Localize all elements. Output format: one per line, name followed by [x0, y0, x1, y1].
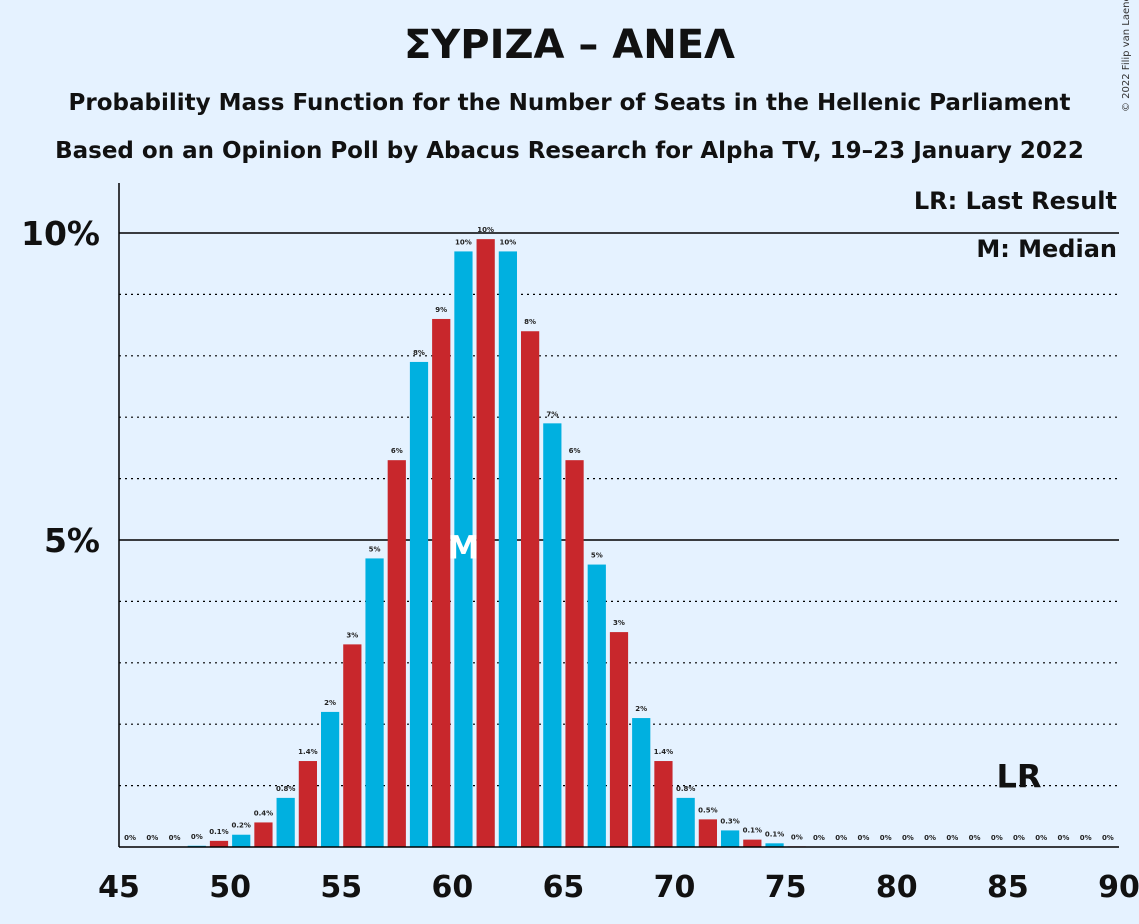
value-label-78: 0%	[835, 834, 847, 842]
bar-60	[432, 318, 451, 848]
bars	[187, 239, 806, 848]
value-label-51: 0.2%	[232, 822, 251, 830]
bar-53	[276, 797, 295, 847]
x-tick-label-65: 65	[543, 870, 585, 905]
value-label-58: 6%	[391, 447, 403, 455]
x-tick-label-60: 60	[431, 870, 473, 905]
x-tick-label-80: 80	[876, 870, 918, 905]
value-label-73: 0.3%	[720, 817, 739, 825]
value-label-74: 0.1%	[743, 827, 762, 835]
bar-59	[409, 361, 429, 847]
y-tick-label-10: 10%	[21, 214, 100, 253]
value-label-75: 0.1%	[765, 830, 784, 838]
bar-56	[343, 644, 362, 847]
value-label-56: 3%	[346, 631, 358, 639]
bar-67	[587, 564, 606, 847]
bar-63	[498, 251, 517, 848]
chart-subtitle-1: Probability Mass Function for the Number…	[68, 90, 1071, 116]
bar-69	[632, 718, 651, 847]
value-label-76: 0%	[791, 833, 803, 841]
value-label-68: 3%	[613, 619, 625, 627]
x-tick-label-75: 75	[765, 870, 807, 905]
bar-57	[365, 558, 384, 847]
x-tick-label-90: 90	[1098, 870, 1139, 905]
value-label-47: 0%	[146, 834, 158, 842]
value-label-63: 10%	[500, 238, 517, 246]
value-label-87: 0%	[1035, 834, 1047, 842]
x-tick-label-55: 55	[320, 870, 362, 905]
value-label-69: 2%	[635, 705, 647, 713]
value-label-50: 0.1%	[209, 828, 228, 836]
chart-subtitle-2: Based on an Opinion Poll by Abacus Resea…	[55, 138, 1084, 164]
value-label-59: 8%	[413, 349, 425, 357]
value-label-54: 1.4%	[298, 748, 317, 756]
bar-71	[676, 797, 695, 847]
value-label-86: 0%	[1013, 834, 1025, 842]
chart-title: ΣΥΡΙΖΑ – ΑΝΕΛ	[403, 22, 735, 68]
value-label-84: 0%	[969, 834, 981, 842]
value-label-48: 0%	[169, 834, 181, 842]
last-result-marker: LR	[996, 758, 1041, 796]
value-label-81: 0%	[902, 834, 914, 842]
value-label-67: 5%	[591, 552, 603, 560]
y-tick-label-5: 5%	[44, 521, 100, 560]
bar-61	[454, 251, 473, 848]
legend-last-result: LR: Last Result	[914, 187, 1117, 215]
value-label-52: 0.4%	[254, 809, 273, 817]
axes: 45 50 55 60 65 70 75 80 85 90 5% 10%	[21, 183, 1139, 905]
median-marker: M	[448, 528, 480, 566]
value-label-72: 0.5%	[698, 806, 717, 814]
bar-70	[654, 761, 673, 847]
value-label-61: 10%	[455, 238, 472, 246]
value-label-71: 0.8%	[676, 785, 695, 793]
value-label-57: 5%	[369, 545, 381, 553]
value-label-70: 1.4%	[654, 748, 673, 756]
value-label-85: 0%	[991, 834, 1003, 842]
value-label-83: 0%	[946, 834, 958, 842]
legend-median: M: Median	[976, 235, 1117, 263]
value-label-77: 0%	[813, 834, 825, 842]
bar-58	[387, 460, 406, 847]
bar-65	[543, 423, 562, 847]
value-label-65: 7%	[546, 410, 558, 418]
bar-54	[298, 761, 317, 847]
value-label-62: 10%	[477, 226, 494, 234]
value-label-90: 0%	[1102, 834, 1114, 842]
value-label-60: 9%	[435, 306, 447, 314]
bar-66	[565, 460, 584, 847]
bar-74	[743, 839, 762, 847]
value-label-46: 0%	[124, 834, 136, 842]
bar-51	[232, 834, 251, 847]
x-tick-label-85: 85	[987, 870, 1029, 905]
x-tick-label-50: 50	[209, 870, 251, 905]
value-label-82: 0%	[924, 834, 936, 842]
bar-55	[321, 711, 340, 847]
value-label-49: 0%	[191, 833, 203, 841]
bar-62	[476, 239, 495, 847]
bar-75	[765, 843, 784, 847]
value-label-66: 6%	[569, 447, 581, 455]
value-label-64: 8%	[524, 318, 536, 326]
x-tick-label-45: 45	[98, 870, 140, 905]
bar-64	[521, 331, 540, 847]
bar-73	[721, 830, 740, 847]
bar-52	[254, 822, 273, 847]
bar-50	[209, 840, 229, 847]
value-label-53: 0.8%	[276, 785, 295, 793]
value-label-79: 0%	[857, 834, 869, 842]
bar-68	[609, 632, 629, 847]
value-labels: 0% 0% 0% 0% 0.1% 0.2%0.4% 0.8% 1.4% 2% 3% 5% 6% 8% 9%…	[124, 226, 1114, 842]
value-label-55: 2%	[324, 699, 336, 707]
value-label-88: 0%	[1057, 834, 1069, 842]
bar-72	[698, 819, 717, 847]
value-label-80: 0%	[880, 834, 892, 842]
x-tick-label-70: 70	[654, 870, 696, 905]
value-label-89: 0%	[1080, 834, 1092, 842]
